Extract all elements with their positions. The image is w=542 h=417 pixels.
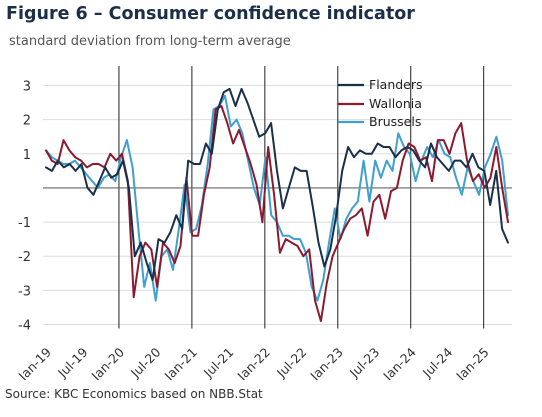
- chart-title: Figure 6 – Consumer confidence indicator: [6, 4, 415, 24]
- legend-item-flanders: Flanders: [338, 77, 423, 92]
- legend-label-brussels: Brussels: [369, 114, 421, 129]
- y-tick-label: -1: [18, 216, 31, 231]
- x-tick-label: Jul-23: [346, 345, 382, 380]
- legend-item-wallonia: Wallonia: [338, 96, 422, 111]
- x-tick-label: Jul-22: [273, 345, 309, 380]
- source-note: Source: KBC Economics based on NBB.Stat: [5, 387, 263, 401]
- series-line-flanders: [45, 87, 509, 282]
- x-tick-label: Jan-21: [161, 345, 200, 380]
- gridlines: [43, 85, 512, 325]
- y-tick-label: -4: [18, 319, 31, 334]
- x-tick-label: Jul-19: [54, 344, 90, 380]
- y-tick-label: -2: [18, 250, 31, 265]
- x-tick-label: Jul-20: [127, 344, 163, 380]
- y-tick-label: 1: [23, 148, 31, 163]
- x-tick-label: Jan-24: [379, 344, 418, 380]
- series-lines: [45, 87, 509, 323]
- year-separators: [118, 66, 485, 329]
- y-axis-ticks: 3 2 1 -1 -2 -3 -4: [18, 80, 31, 334]
- y-tick-label: -3: [18, 284, 31, 299]
- legend-label-flanders: Flanders: [369, 77, 423, 92]
- x-tick-label: Jan-23: [307, 345, 346, 380]
- legend: Flanders Wallonia Brussels: [338, 77, 423, 129]
- y-tick-label: 3: [23, 80, 31, 95]
- x-tick-label: Jan-20: [88, 344, 127, 380]
- y-tick-label: 2: [23, 114, 31, 129]
- x-tick-label: Jul-21: [200, 345, 236, 380]
- legend-label-wallonia: Wallonia: [369, 96, 422, 111]
- x-tick-label: Jan-22: [234, 345, 273, 380]
- x-tick-label: Jul-24: [419, 344, 455, 380]
- x-tick-label: Jan-19: [15, 344, 54, 380]
- legend-item-brussels: Brussels: [338, 114, 421, 129]
- series-line-wallonia: [45, 105, 509, 323]
- series-line-brussels: [45, 94, 509, 302]
- chart-subtitle: standard deviation from long-term averag…: [9, 34, 291, 49]
- x-tick-label: Jan-25: [452, 345, 491, 380]
